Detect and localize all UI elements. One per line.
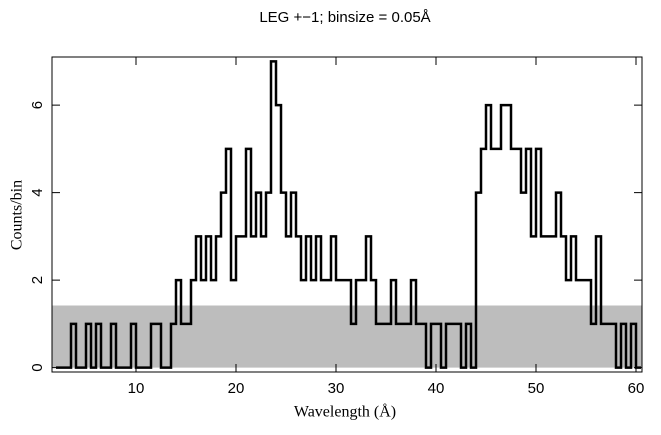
y-tick-label: 0 <box>29 363 46 371</box>
error-band <box>52 305 642 368</box>
chart-title: LEG +−1; binsize = 0.05Å <box>259 9 430 26</box>
x-tick-label: 40 <box>428 380 445 397</box>
data-line <box>56 60 641 369</box>
y-tick-label: 6 <box>29 101 46 109</box>
plot-frame <box>51 56 643 373</box>
x-tick-label: 60 <box>628 380 645 397</box>
y-tick-label: 4 <box>29 188 46 196</box>
y-tick-label: 2 <box>29 276 46 284</box>
y-axis-label: Counts/bin <box>9 180 26 250</box>
x-axis-label: Wavelength (Å) <box>294 403 396 421</box>
x-tick-label: 20 <box>228 380 245 397</box>
x-tick-label: 10 <box>128 380 145 397</box>
x-tick-label: 50 <box>528 380 545 397</box>
x-tick-label: 30 <box>328 380 345 397</box>
